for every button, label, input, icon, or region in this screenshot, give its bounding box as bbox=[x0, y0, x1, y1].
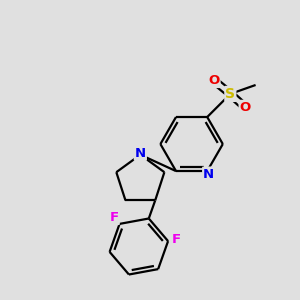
Text: N: N bbox=[135, 147, 146, 160]
Text: F: F bbox=[110, 211, 119, 224]
Text: O: O bbox=[240, 101, 251, 114]
Text: O: O bbox=[208, 74, 220, 87]
Text: F: F bbox=[172, 233, 181, 246]
Text: S: S bbox=[225, 87, 235, 101]
Text: N: N bbox=[203, 168, 214, 181]
